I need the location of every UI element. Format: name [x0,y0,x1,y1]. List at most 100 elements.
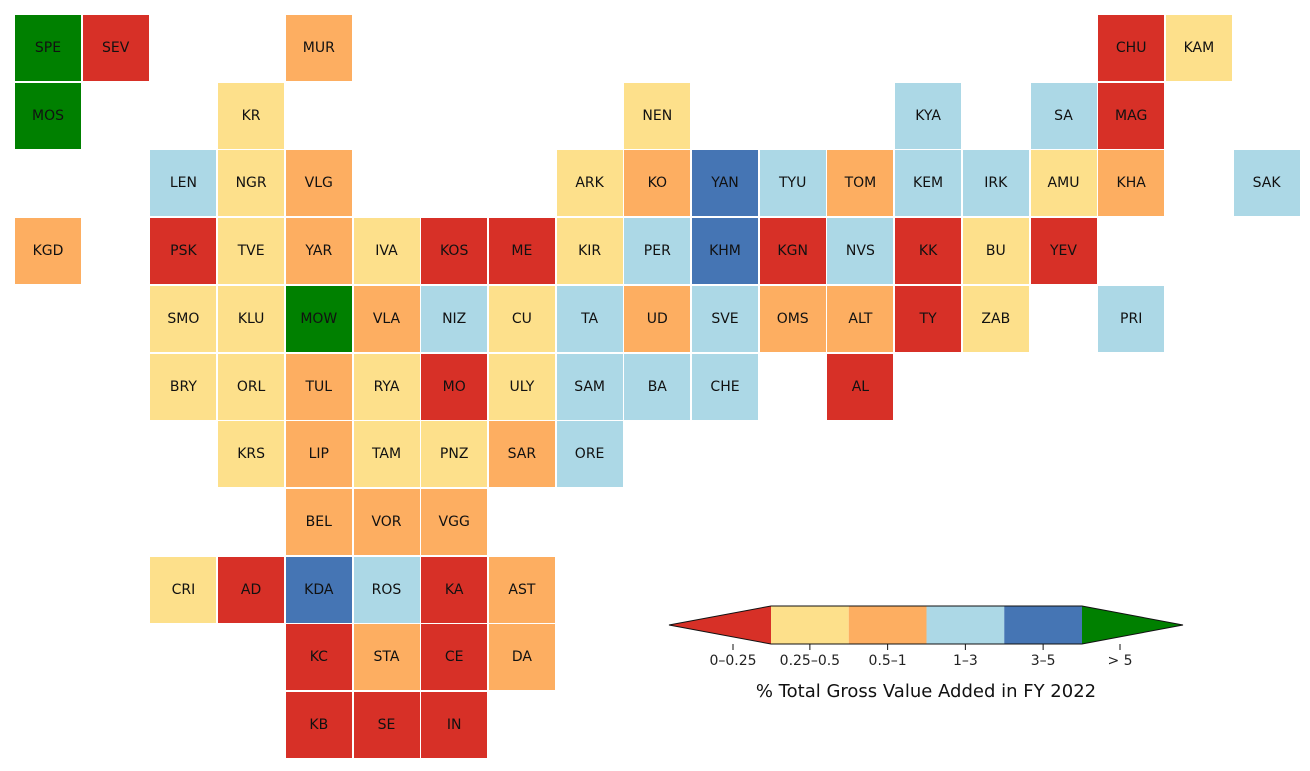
region-tile-klu: KLU [218,285,285,352]
region-tile-orl: ORL [218,353,285,420]
region-tile-oms: OMS [759,285,826,352]
region-tile-yan: YAN [692,150,758,217]
region-tile-bu: BU [962,218,1029,285]
region-tile-ud: UD [624,285,691,352]
colorbar-segment-5 [1082,606,1183,644]
region-tile-bel: BEL [285,488,352,555]
region-tile-al: AL [827,353,894,420]
region-tile-vlg: VLG [285,150,352,217]
region-tile-ka: KA [421,556,488,623]
colorbar-segment-3 [926,606,1005,644]
region-tile-kgd: KGD [15,218,81,285]
region-tile-mo: MO [421,353,488,420]
region-tile-mag: MAG [1098,82,1165,149]
region-tile-ark: ARK [556,150,623,217]
region-tile-tve: TVE [218,218,285,285]
region-tile-nen: NEN [624,82,691,149]
region-tile-khm: KHM [692,218,758,285]
region-tile-pri: PRI [1098,285,1165,352]
region-tile-mur: MUR [285,15,352,81]
region-tile-vor: VOR [353,488,420,555]
region-tile-alt: ALT [827,285,894,352]
colorbar-tick-label-3: 1–3 [952,653,978,669]
colorbar-segment-2 [848,606,927,644]
region-tile-ty: TY [895,285,962,352]
region-tile-vla: VLA [353,285,420,352]
region-tile-ce: CE [421,624,488,691]
region-tile-sa: SA [1030,82,1097,149]
region-tile-psk: PSK [150,218,217,285]
region-tile-cu: CU [488,285,555,352]
region-tile-ore: ORE [556,421,623,488]
region-tile-ros: ROS [353,556,420,623]
region-tile-kb: KB [285,692,352,758]
region-tile-tyu: TYU [759,150,826,217]
region-tile-sve: SVE [692,285,758,352]
region-tile-in: IN [421,692,488,758]
colorbar [668,605,1184,650]
region-tile-yar: YAR [285,218,352,285]
region-tile-cri: CRI [150,556,217,623]
color-legend: 0–0.25 0.25–0.5 0.5–1 1–3 3–5 > 5 % Total Gro… [668,605,1184,705]
region-tile-mos: MOS [15,82,81,149]
region-tile-ko: KO [624,150,691,217]
region-tile-ta: TA [556,285,623,352]
region-tile-kir: KIR [556,218,623,285]
region-tile-mow: MOW [285,285,352,352]
region-tile-tom: TOM [827,150,894,217]
region-tile-bry: BRY [150,353,217,420]
region-tile-ngr: NGR [218,150,285,217]
region-tile-che: CHE [692,353,758,420]
colorbar-segment-1 [771,606,849,644]
region-tile-me: ME [488,218,555,285]
region-tile-amu: AMU [1030,150,1097,217]
region-tile-kam: KAM [1165,15,1232,81]
colorbar-tick-label-5: > 5 [1107,653,1133,669]
region-tile-irk: IRK [962,150,1029,217]
region-tile-uly: ULY [488,353,555,420]
region-tile-krs: KRS [218,421,285,488]
region-tile-pnz: PNZ [421,421,488,488]
region-tile-ast: AST [488,556,555,623]
region-tile-tul: TUL [285,353,352,420]
region-tile-tam: TAM [353,421,420,488]
region-tile-se: SE [353,692,420,758]
region-tile-per: PER [624,218,691,285]
colorbar-tick-label-2: 0.5–1 [868,653,907,669]
region-tile-iva: IVA [353,218,420,285]
region-tile-nvs: NVS [827,218,894,285]
region-tile-kya: KYA [895,82,962,149]
region-tile-da: DA [488,624,555,691]
region-tile-len: LEN [150,150,217,217]
region-tile-sar: SAR [488,421,555,488]
region-tile-kk: KK [895,218,962,285]
region-tile-sev: SEV [82,15,149,81]
colorbar-outline [668,605,1184,645]
region-tile-niz: NIZ [421,285,488,352]
region-tile-sta: STA [353,624,420,691]
colorbar-tick-label-1: 0.25–0.5 [779,653,841,669]
colorbar-tick-label-0: 0–0.25 [709,653,757,669]
legend-title: % Total Gross Value Added in FY 2022 [755,681,1097,702]
region-tile-lip: LIP [285,421,352,488]
region-tile-spe: SPE [15,15,81,81]
region-tile-sak: SAK [1233,150,1300,217]
region-tile-kos: KOS [421,218,488,285]
region-tile-kr: KR [218,82,285,149]
region-tile-kha: KHA [1098,150,1165,217]
region-tile-kem: KEM [895,150,962,217]
colorbar-segment-0 [669,606,771,644]
region-tile-chu: CHU [1098,15,1165,81]
region-tile-sam: SAM [556,353,623,420]
region-tile-kc: KC [285,624,352,691]
region-tile-ba: BA [624,353,691,420]
region-tile-kgn: KGN [759,218,826,285]
region-tile-kda: KDA [285,556,352,623]
region-tile-ad: AD [218,556,285,623]
colorbar-tick-label-4: 3–5 [1030,653,1056,669]
region-tile-yev: YEV [1030,218,1097,285]
region-tile-zab: ZAB [962,285,1029,352]
region-tile-vgg: VGG [421,488,488,555]
region-tile-smo: SMO [150,285,217,352]
